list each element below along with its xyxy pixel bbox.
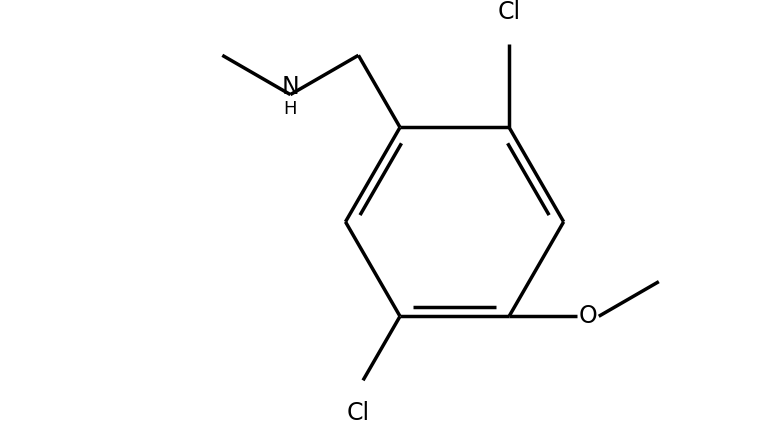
Text: Cl: Cl bbox=[497, 0, 521, 24]
Text: O: O bbox=[578, 304, 597, 328]
Text: N: N bbox=[282, 75, 300, 99]
Text: Cl: Cl bbox=[347, 401, 370, 425]
Text: H: H bbox=[283, 101, 297, 119]
